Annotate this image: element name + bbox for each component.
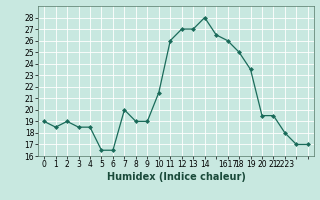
X-axis label: Humidex (Indice chaleur): Humidex (Indice chaleur) (107, 172, 245, 182)
